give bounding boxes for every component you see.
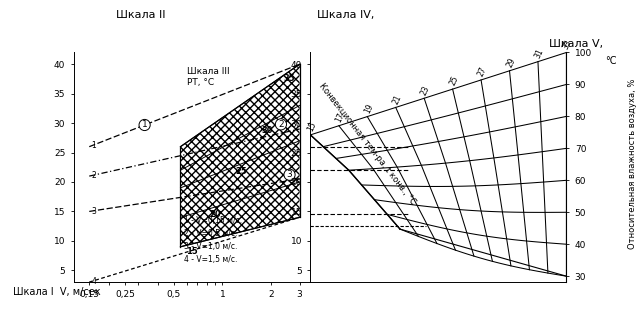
Text: 19: 19 <box>362 102 374 115</box>
Text: 4: 4 <box>92 277 97 286</box>
Text: 2 - V=0,5 м/с.: 2 - V=0,5 м/с. <box>184 229 237 238</box>
Text: 15: 15 <box>305 121 318 133</box>
Text: 35: 35 <box>284 74 295 83</box>
Text: Шкала V,: Шкала V, <box>549 39 603 49</box>
Text: 3: 3 <box>92 207 97 215</box>
Text: Конвекционная тем-ра, t конв., °C: Конвекционная тем-ра, t конв., °C <box>317 81 417 206</box>
Text: 31: 31 <box>533 47 545 60</box>
Text: 25: 25 <box>235 167 247 176</box>
Text: Шкала I  V, м/сек: Шкала I V, м/сек <box>13 287 100 297</box>
Text: 3 - V=1,0 м/с.: 3 - V=1,0 м/с. <box>184 242 237 251</box>
Text: 29: 29 <box>505 56 517 69</box>
Text: 21: 21 <box>391 93 403 106</box>
Text: 30: 30 <box>262 126 273 135</box>
Text: 25: 25 <box>448 75 460 87</box>
Text: Шкала II: Шкала II <box>116 10 166 20</box>
Text: Шкала III
РТ, °C: Шкала III РТ, °C <box>187 67 229 87</box>
Text: 1: 1 <box>92 141 96 150</box>
Text: 1 - V=0,15 м/с.: 1 - V=0,15 м/с. <box>184 216 243 225</box>
Text: °C: °C <box>605 56 617 66</box>
Text: 2: 2 <box>278 120 284 129</box>
Text: 17: 17 <box>334 112 346 124</box>
Text: 1: 1 <box>141 120 147 130</box>
Text: Относительная влажность воздуха, %: Относительная влажность воздуха, % <box>628 79 637 249</box>
Text: 2: 2 <box>92 171 96 180</box>
Text: 15: 15 <box>186 247 198 256</box>
Text: 27: 27 <box>476 66 488 78</box>
Text: 20: 20 <box>209 210 221 219</box>
Text: 33: 33 <box>561 38 574 51</box>
Text: 3: 3 <box>287 170 292 179</box>
Text: 4 - V=1,5 м/с.: 4 - V=1,5 м/с. <box>184 255 237 264</box>
Text: 23: 23 <box>419 84 431 96</box>
Text: Шкала IV,: Шкала IV, <box>317 10 374 20</box>
